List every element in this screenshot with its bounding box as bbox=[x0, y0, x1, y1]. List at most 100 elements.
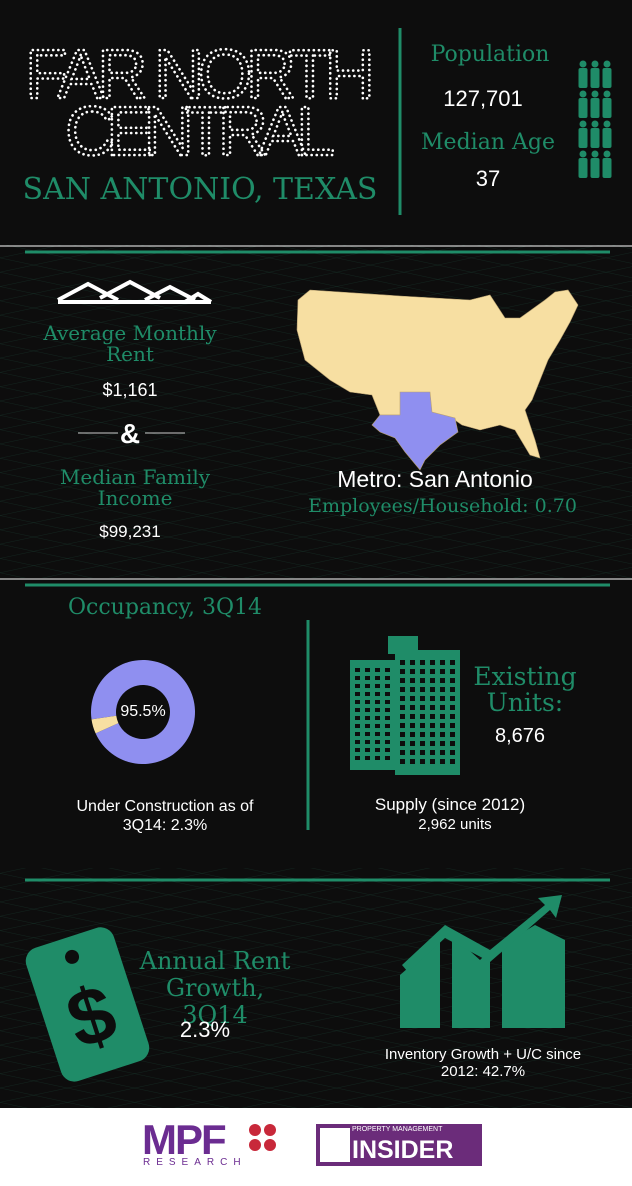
window bbox=[385, 748, 390, 752]
person-body bbox=[590, 98, 600, 118]
window bbox=[365, 700, 370, 704]
person-head bbox=[579, 150, 587, 158]
window bbox=[420, 759, 425, 764]
value: 127,701 bbox=[443, 86, 523, 111]
title-line: CENTRAL bbox=[65, 92, 335, 170]
window bbox=[450, 696, 455, 701]
person-head bbox=[579, 120, 587, 128]
window bbox=[375, 700, 380, 704]
window bbox=[375, 668, 380, 672]
window bbox=[385, 716, 390, 720]
donut-segment bbox=[91, 660, 196, 764]
window bbox=[365, 748, 370, 752]
window bbox=[410, 678, 415, 683]
person-head bbox=[579, 90, 587, 98]
window bbox=[400, 714, 405, 719]
tag-icon: $ bbox=[25, 927, 150, 1082]
person-head bbox=[603, 60, 611, 68]
donut bbox=[91, 660, 196, 764]
title-line: FAR NORTH bbox=[25, 35, 375, 113]
window bbox=[375, 676, 380, 680]
window bbox=[450, 741, 455, 746]
window bbox=[375, 748, 380, 752]
pmi-icon bbox=[320, 1128, 350, 1162]
window bbox=[440, 723, 445, 728]
window bbox=[400, 669, 405, 674]
window bbox=[450, 714, 455, 719]
donut-label: 95.5% bbox=[120, 703, 166, 720]
window bbox=[410, 660, 415, 665]
window bbox=[420, 732, 425, 737]
person-body bbox=[602, 98, 612, 118]
window bbox=[400, 750, 405, 755]
window bbox=[440, 732, 445, 737]
window bbox=[400, 759, 405, 764]
window bbox=[365, 692, 370, 696]
window bbox=[400, 687, 405, 692]
window bbox=[365, 676, 370, 680]
window bbox=[420, 660, 425, 665]
window bbox=[450, 759, 455, 764]
person-body bbox=[602, 128, 612, 148]
ampersand: & bbox=[119, 418, 141, 449]
window bbox=[440, 759, 445, 764]
window bbox=[450, 678, 455, 683]
window bbox=[365, 716, 370, 720]
window bbox=[420, 714, 425, 719]
label: Supply (since 2012) bbox=[374, 795, 526, 814]
window bbox=[385, 708, 390, 712]
window bbox=[450, 687, 455, 692]
window bbox=[400, 705, 405, 710]
window bbox=[355, 676, 360, 680]
window bbox=[375, 724, 380, 728]
window bbox=[355, 708, 360, 712]
window bbox=[450, 723, 455, 728]
window bbox=[355, 756, 360, 760]
window bbox=[410, 759, 415, 764]
window bbox=[385, 692, 390, 696]
person-head bbox=[579, 60, 587, 68]
value: 2.3% bbox=[179, 1017, 231, 1042]
person-body bbox=[590, 68, 600, 88]
person-body bbox=[578, 98, 588, 118]
person-body bbox=[578, 158, 588, 178]
window bbox=[430, 678, 435, 683]
window bbox=[375, 708, 380, 712]
window bbox=[420, 705, 425, 710]
window bbox=[420, 723, 425, 728]
window bbox=[430, 705, 435, 710]
window bbox=[410, 714, 415, 719]
us-map bbox=[296, 289, 579, 471]
buildings-icon bbox=[350, 636, 460, 775]
window bbox=[430, 750, 435, 755]
houses-icon bbox=[57, 279, 213, 304]
window bbox=[440, 687, 445, 692]
window bbox=[430, 723, 435, 728]
window bbox=[365, 708, 370, 712]
inventory: Inventory Growth + U/C since 2012: 42.7% bbox=[384, 1046, 582, 1080]
window bbox=[365, 732, 370, 736]
person-body bbox=[578, 128, 588, 148]
label: Existing Units: bbox=[473, 662, 577, 717]
window bbox=[420, 669, 425, 674]
person-body bbox=[590, 128, 600, 148]
window bbox=[430, 669, 435, 674]
label: Median Family Income bbox=[59, 465, 211, 510]
window bbox=[440, 714, 445, 719]
window bbox=[430, 660, 435, 665]
window bbox=[420, 678, 425, 683]
window bbox=[410, 732, 415, 737]
occupancy-title: Occupancy, 3Q14 bbox=[67, 595, 263, 620]
label: Population bbox=[430, 42, 550, 67]
window bbox=[385, 756, 390, 760]
window bbox=[400, 741, 405, 746]
value: $1,161 bbox=[102, 380, 158, 400]
window bbox=[410, 669, 415, 674]
window bbox=[430, 714, 435, 719]
window bbox=[440, 660, 445, 665]
pmi: INSIDER bbox=[352, 1136, 454, 1164]
label: Annual Rent Growth, 3Q14 bbox=[139, 947, 291, 1029]
person-head bbox=[591, 60, 599, 68]
window bbox=[420, 687, 425, 692]
